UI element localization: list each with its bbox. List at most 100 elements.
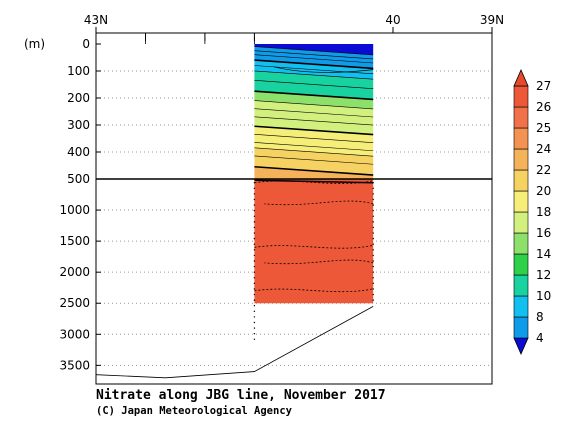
colorbar-swatch [513, 232, 529, 255]
sample-point [253, 271, 256, 273]
sample-point [253, 193, 256, 195]
y-tick-label: 1500 [59, 234, 90, 248]
contour-line [254, 100, 374, 110]
colorbar-swatch [513, 274, 529, 297]
chart-credit: (C) Japan Meteorological Agency [96, 405, 292, 417]
x-tick-label: 39N [480, 13, 504, 27]
contour-line [254, 54, 374, 64]
section-band [254, 166, 374, 179]
sample-point [372, 215, 374, 217]
sample-point [372, 237, 374, 240]
y-tick-label: 500 [67, 172, 90, 186]
colorbar-label: 25 [536, 121, 551, 135]
contour-line [254, 70, 374, 80]
y-tick-label: 3500 [59, 358, 90, 372]
sample-point [253, 293, 256, 296]
contour-line [254, 116, 374, 126]
sample-point [253, 282, 256, 285]
contour-line [254, 147, 374, 157]
colorbar-label: 18 [536, 205, 551, 219]
colorbar-swatch [513, 148, 529, 171]
sample-point [253, 237, 256, 240]
sample-point [372, 249, 374, 251]
section-band [254, 44, 374, 55]
colorbar-swatch [513, 211, 529, 234]
sample-point [372, 193, 374, 195]
colorbar-label: 16 [536, 226, 551, 240]
contour-line [254, 125, 374, 136]
y-tick-label: 400 [67, 145, 90, 159]
sample-point [253, 260, 256, 262]
sample-point [253, 316, 256, 318]
y-tick-label: 200 [67, 91, 90, 105]
sample-point [372, 232, 374, 234]
sample-point [372, 271, 374, 273]
sample-point [253, 209, 256, 212]
colorbar-label: 27 [536, 79, 551, 93]
section-deep-fill [254, 179, 374, 304]
sample-point [372, 254, 374, 257]
contour-dashed [254, 244, 374, 249]
y-unit-label: (m) [24, 37, 45, 51]
sample-point [253, 221, 256, 223]
y-tick-label: 300 [67, 118, 90, 132]
contour-line [274, 66, 374, 73]
sample-point [372, 265, 374, 268]
contour-dashed [264, 200, 374, 206]
y-tick-label: 0 [82, 37, 90, 51]
contour-line [254, 90, 374, 101]
colorbar-swatch [513, 316, 529, 339]
sample-point [372, 260, 374, 262]
contour-line [254, 108, 374, 118]
sample-point [253, 288, 256, 290]
colorbar-swatch [513, 253, 529, 276]
colorbar: 4 8 10 12 14 16 18 20 22 24 25 26 27 [513, 69, 551, 355]
chart-title: Nitrate along JBG line, November 2017 [96, 388, 386, 403]
x-tick-label: 40 [385, 13, 400, 27]
x-tick-label: 43N [84, 13, 108, 27]
section-band [254, 91, 374, 109]
sample-point [253, 338, 256, 340]
colorbar-label: 14 [536, 247, 551, 261]
sample-point [253, 198, 256, 201]
colorbar-swatch [513, 127, 529, 150]
colorbar-swatch [513, 85, 529, 108]
colorbar-swatch [513, 106, 529, 129]
colorbar-label: 8 [536, 310, 544, 324]
sample-point [372, 209, 374, 212]
sample-point [372, 293, 374, 296]
contour-line [254, 46, 374, 56]
sample-point [253, 226, 256, 229]
sample-point [253, 332, 256, 335]
colorbar-label: 22 [536, 163, 551, 177]
y-tick-label: 2000 [59, 265, 90, 279]
contour-line [254, 165, 374, 176]
sample-point [253, 277, 256, 279]
sample-point [253, 249, 256, 251]
contour-line [254, 155, 374, 165]
sample-point [253, 232, 256, 234]
sample-point [372, 288, 374, 290]
colorbar-max-triangle [513, 69, 529, 87]
sample-point [253, 215, 256, 217]
colorbar-swatch [513, 169, 529, 192]
sample-point [253, 310, 256, 313]
sample-point [372, 299, 374, 301]
contour-line [254, 142, 374, 152]
sample-point [253, 182, 256, 184]
sample-point [372, 182, 374, 184]
colorbar-label: 12 [536, 268, 551, 282]
section-band [254, 70, 374, 100]
colorbar-label: 20 [536, 184, 551, 198]
y-tick-label: 3000 [59, 327, 90, 341]
plot-frame [95, 32, 493, 385]
contour-line [254, 50, 374, 60]
y-tick-label: 1000 [59, 203, 90, 217]
contour-line [254, 80, 374, 89]
sample-point [253, 305, 256, 307]
contour-line [254, 134, 374, 143]
sample-point [372, 204, 374, 206]
contour-line [254, 59, 374, 70]
sample-point [253, 321, 256, 324]
